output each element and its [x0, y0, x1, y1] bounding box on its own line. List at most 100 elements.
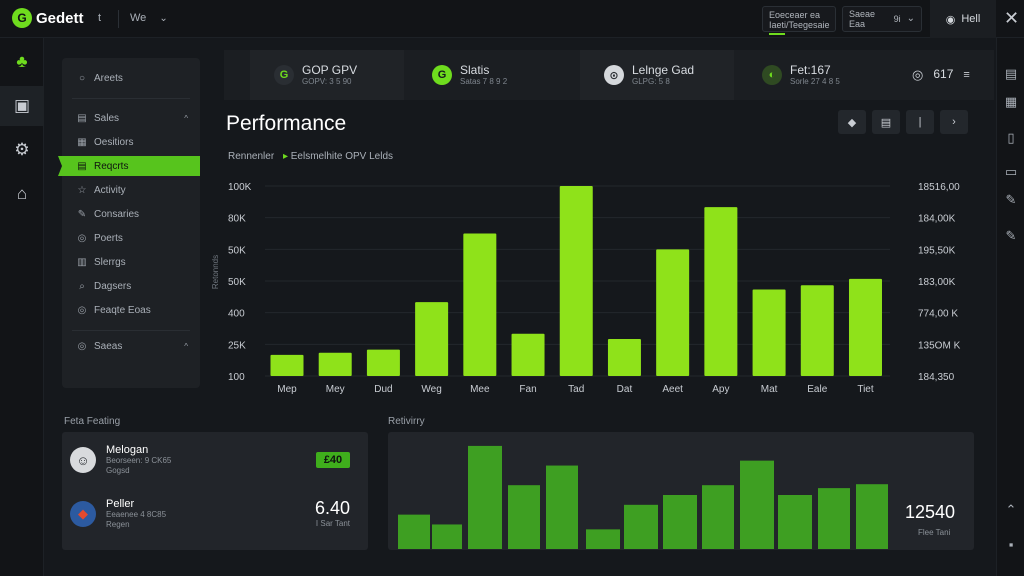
chevron-up-icon[interactable]: ⌃: [1005, 502, 1017, 517]
activity-bar[interactable]: [624, 504, 658, 549]
activity-bar[interactable]: [856, 484, 888, 549]
x-tick-label: Mep: [277, 384, 297, 395]
copy-icon[interactable]: ▭: [1004, 164, 1018, 179]
person-detail: Beorseen: 9 CK65: [106, 456, 172, 466]
subnav-item-icon: ☆: [77, 184, 87, 196]
y-tick-left: 80K: [228, 214, 246, 225]
avatar: ☺: [70, 447, 96, 473]
subnav-item-0[interactable]: ▤ Sales ^: [62, 108, 200, 128]
y-tick-left: 400: [228, 309, 245, 320]
kpi-subtitle: Sorle 27 4 8 5: [790, 77, 840, 87]
user-status-icon: ◉: [945, 13, 956, 26]
kpi-card[interactable]: G Slatis Satas 7 8 9 2: [408, 50, 562, 100]
subnav-item-2[interactable]: ▤ Reqcrts: [58, 156, 200, 176]
activity-bar[interactable]: [702, 485, 734, 549]
bar[interactable]: [800, 285, 834, 376]
activity-bar[interactable]: [778, 495, 812, 549]
activity-bar[interactable]: [818, 488, 850, 549]
activity-bar[interactable]: [468, 445, 502, 549]
workspace-label: We: [130, 12, 147, 24]
chart-control-pause[interactable]: |: [906, 110, 934, 134]
x-tick-label: Mat: [761, 384, 778, 395]
subnav-item-6[interactable]: ▥ Slerrgs: [62, 252, 200, 272]
subnav-item-5[interactable]: ◎ Poerts: [62, 228, 200, 248]
kpi-icon: G: [432, 65, 452, 85]
performance-subtitle-right: Eelsmelhite OPV Lelds: [290, 151, 394, 162]
person-row[interactable]: ☺ Melogan Beorseen: 9 CK65 Gogsd £40: [70, 440, 360, 480]
home-icon: ⌂: [16, 184, 28, 203]
app-name: Gedett: [36, 9, 84, 27]
pencil-icon[interactable]: ✎: [1005, 228, 1017, 243]
kpi-card[interactable]: ⊙ Lelnge Gad GLPG: 5 8: [580, 50, 734, 100]
bar[interactable]: [656, 249, 690, 376]
right-rail: ▤ ▦ ▯ ▭ ✎ ✎ ⌃ ▪: [996, 38, 1024, 576]
bar[interactable]: [366, 349, 400, 376]
right-section-label: Retivirry: [388, 416, 425, 427]
activity-value: 12540: [905, 502, 956, 522]
x-tick-label: Tiet: [857, 384, 874, 395]
bar[interactable]: [463, 233, 497, 377]
activity-bar[interactable]: [663, 495, 697, 549]
subnav-item-8[interactable]: ◎ Feaqte Eoas: [62, 300, 200, 320]
subnav-item-4[interactable]: ✎ Consaries: [62, 204, 200, 224]
rail-item-home[interactable]: ⌂: [0, 174, 44, 214]
subnav-item-icon: ▤: [77, 160, 87, 172]
activity-bar[interactable]: [398, 514, 430, 549]
activity-bar[interactable]: [508, 485, 540, 549]
bar[interactable]: [607, 339, 641, 376]
subnav-item-header[interactable]: ○ Areets: [62, 68, 200, 88]
person-badge: £40: [316, 452, 350, 468]
subnav-item-1[interactable]: ▦ Oesitiors: [62, 132, 200, 152]
subnav-item-icon: ◎: [77, 340, 87, 352]
bar[interactable]: [704, 207, 738, 376]
activity-bar[interactable]: [740, 460, 774, 549]
subnav-item-footer[interactable]: ◎ Saeas ^: [62, 336, 200, 356]
person-row[interactable]: ◆ Peller Eeaenee 4 8C85 Regen 6.40 I Sar…: [70, 494, 360, 534]
chart-control-grid[interactable]: ▤: [872, 110, 900, 134]
menu-toggle[interactable]: t: [98, 12, 102, 24]
chevron-up-icon: ^: [184, 113, 188, 123]
y-tick-left: 100K: [228, 182, 252, 193]
subnav-item-3[interactable]: ☆ Activity: [62, 180, 200, 200]
bar[interactable]: [511, 333, 545, 376]
sync-status-box[interactable]: Eoeceaer ea Iaeti/Teegesaie: [762, 6, 836, 35]
pen-icon[interactable]: ✎: [1005, 192, 1017, 207]
user-name: Hell: [961, 13, 981, 25]
grid-icon[interactable]: ▪: [1008, 536, 1014, 552]
bar[interactable]: [415, 302, 449, 376]
close-icon[interactable]: ✕: [1004, 8, 1020, 28]
bar[interactable]: [318, 352, 352, 376]
activity-bar[interactable]: [432, 524, 462, 549]
bar[interactable]: [848, 278, 882, 376]
kpi-text: Fet:167 Sorle 27 4 8 5: [790, 63, 840, 87]
bar[interactable]: [559, 186, 593, 376]
person-value: 6.40: [314, 498, 350, 518]
kpi-title: Lelnge Gad: [632, 62, 695, 77]
person-detail-secondary: Regen: [106, 520, 130, 529]
layers-icon[interactable]: ▦: [1004, 94, 1018, 109]
subnav-item-7[interactable]: ⌕ Dagsers: [62, 276, 200, 296]
rail-item-gear[interactable]: ⚙: [0, 130, 44, 170]
chart-control-chevron-right[interactable]: ›: [940, 110, 968, 134]
clipboard-icon[interactable]: ▤: [1004, 66, 1018, 81]
rail-item-cube[interactable]: ▣: [0, 86, 44, 126]
document-icon[interactable]: ▯: [1007, 130, 1015, 145]
x-tick-label: Aeet: [662, 384, 683, 395]
logo-mark-icon: G: [12, 8, 32, 28]
rail-item-tree[interactable]: ♣: [0, 42, 44, 82]
filter-selector[interactable]: Saeae Eaa 9i ⌄: [842, 6, 922, 32]
person-detail: Eeaenee 4 8C85: [106, 510, 167, 520]
app-logo[interactable]: G Gedett: [12, 8, 84, 28]
chart-control-diamond[interactable]: ◆: [838, 110, 866, 134]
workspace-selector[interactable]: We ⌄: [130, 12, 168, 24]
bar[interactable]: [752, 289, 786, 376]
kpi-extra[interactable]: ◎ 617 ≡: [912, 50, 992, 100]
user-menu[interactable]: ◉ Hell: [930, 0, 996, 38]
kpi-card[interactable]: G GOP GPV GOPV: 3 5 90: [250, 50, 404, 100]
activity-bar[interactable]: [586, 529, 620, 549]
kpi-card[interactable]: ◐ Fet:167 Sorle 27 4 8 5: [738, 50, 888, 100]
sync-progress: [769, 32, 785, 35]
activity-bar[interactable]: [546, 465, 578, 549]
bar[interactable]: [270, 354, 304, 376]
person-name: Melogan: [106, 444, 149, 457]
